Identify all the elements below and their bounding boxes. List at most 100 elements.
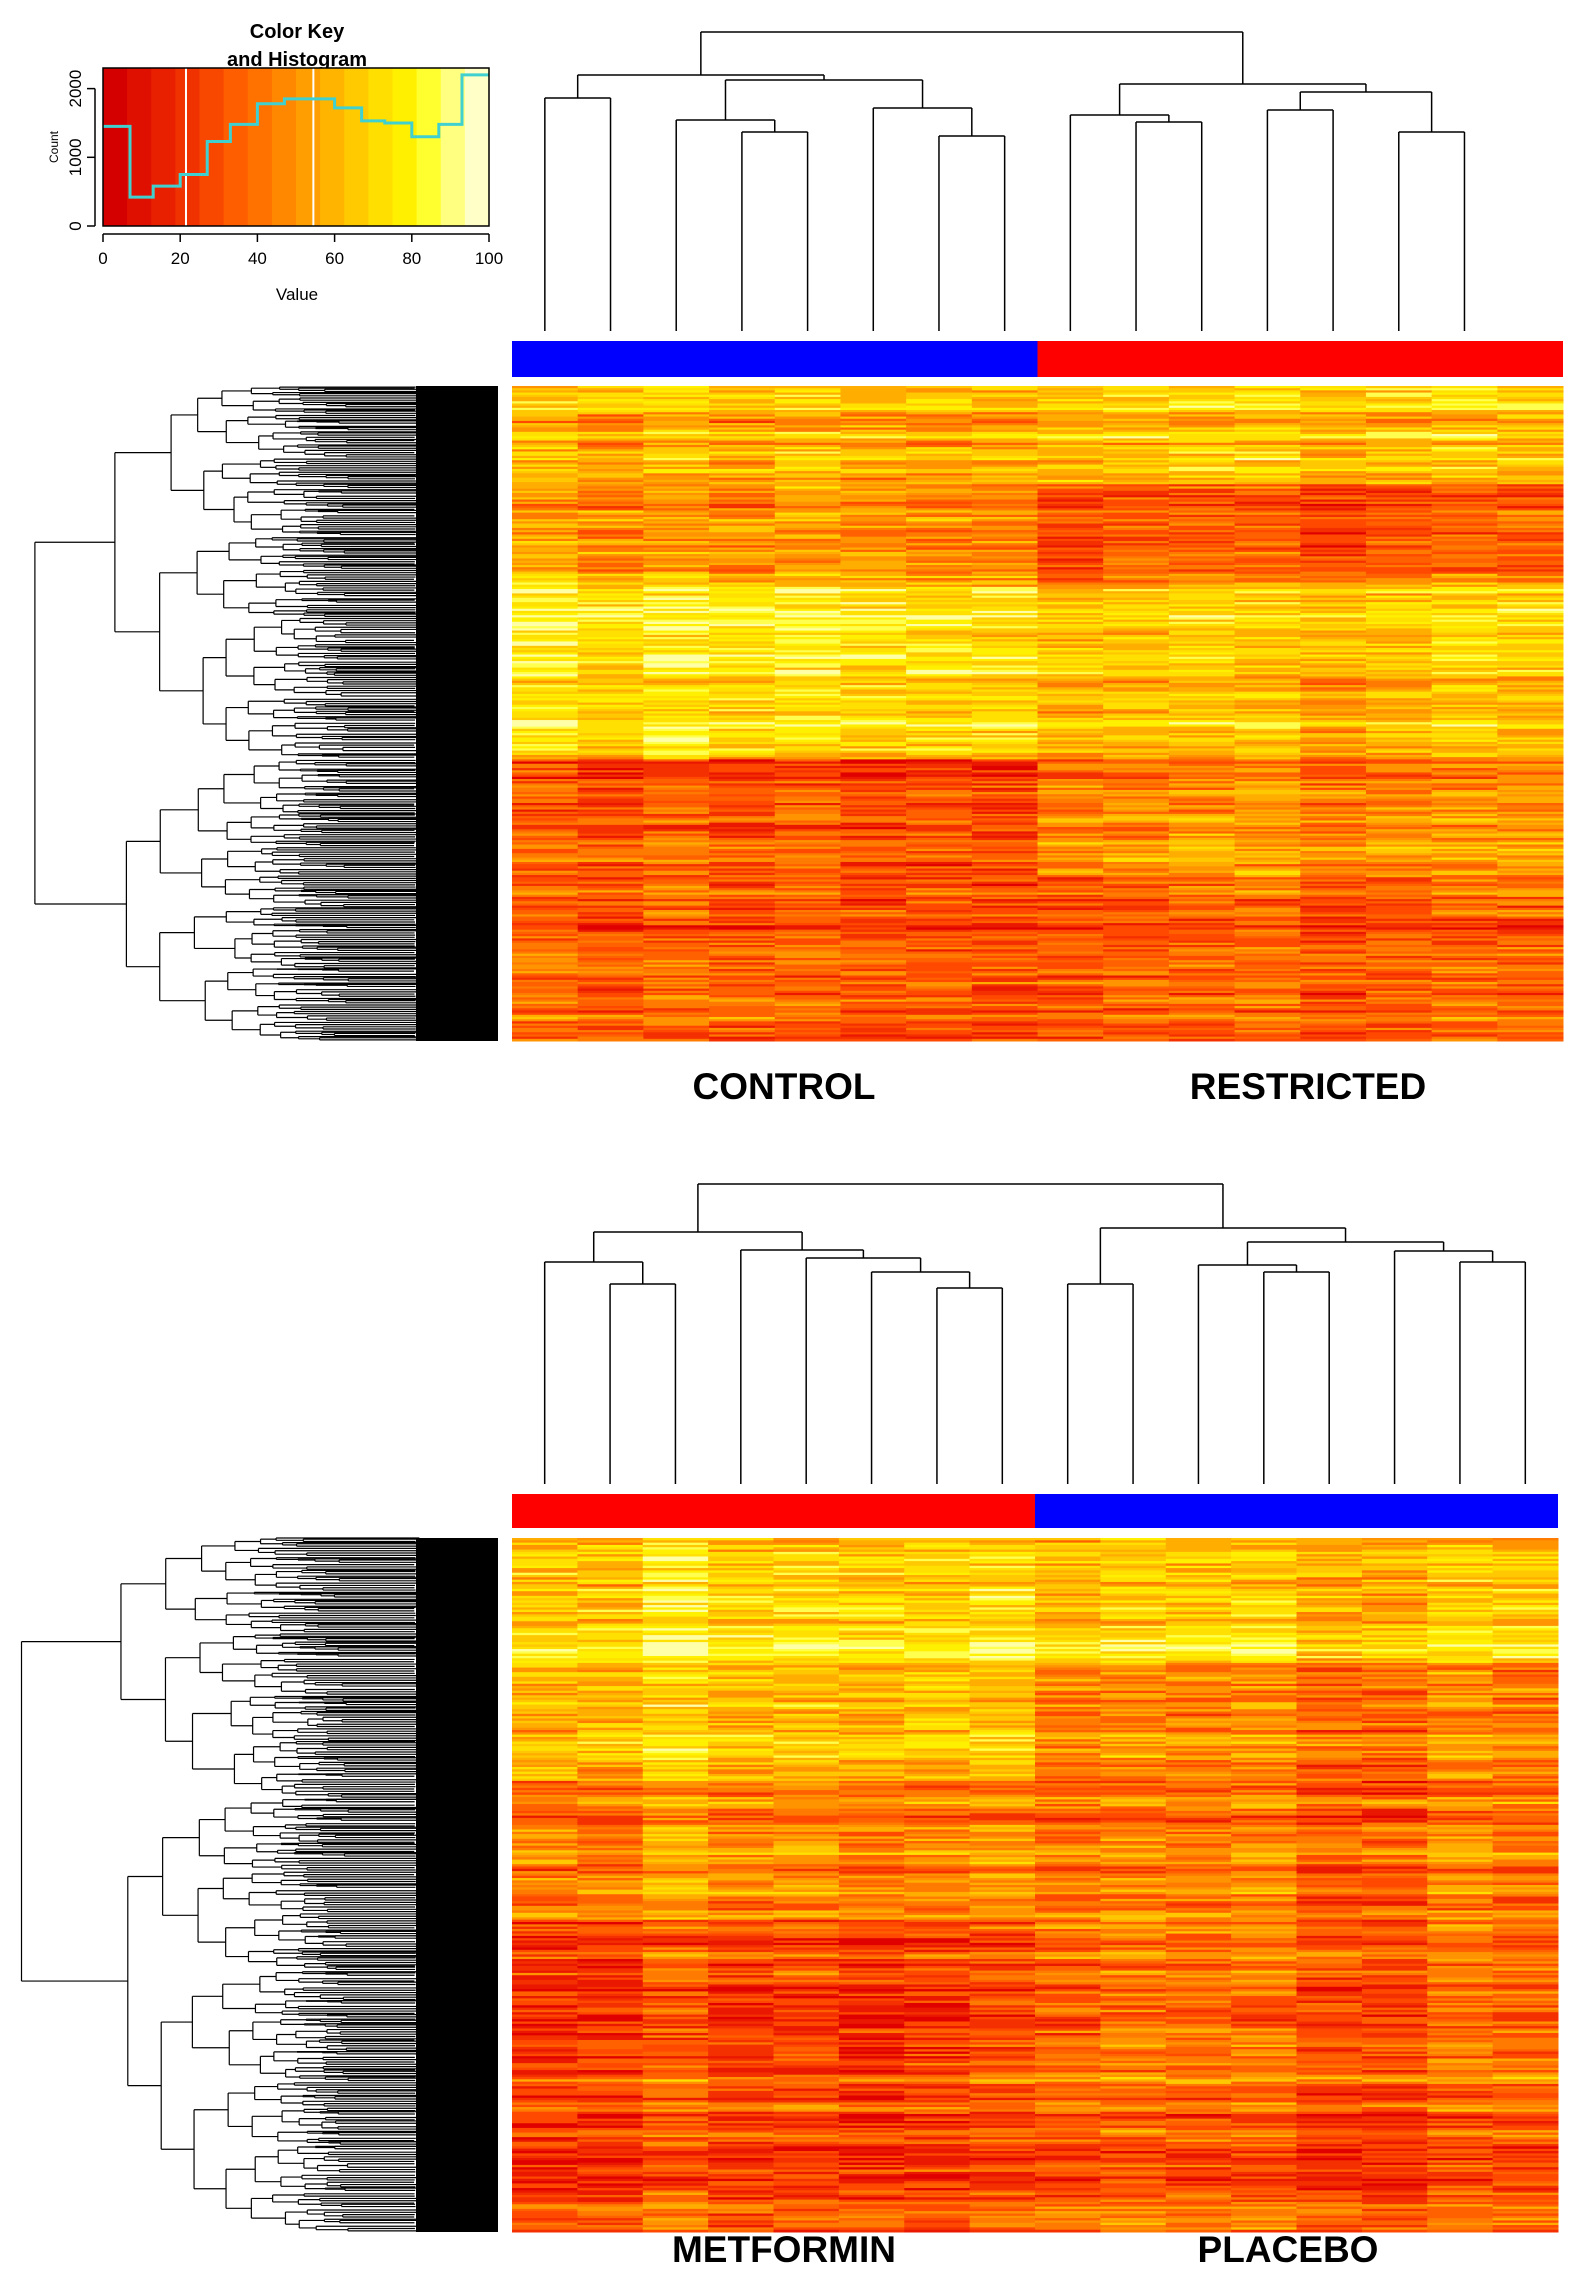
x-tick-label: 40 [248,249,267,268]
heatmap-cell [774,538,841,542]
heatmap-cell [971,689,1038,693]
heatmap-cell [906,739,973,743]
heatmap-cell [577,696,644,699]
heatmap-cell [774,517,841,520]
heatmap-cell [1431,748,1498,752]
heatmap-cell [1037,429,1104,433]
heatmap-cell [1168,414,1236,418]
heatmap-cell [1037,617,1104,621]
heatmap-cell [1497,543,1564,546]
heatmap-cell [906,667,973,671]
heatmap-cell [1300,427,1367,431]
heatmap-cell [1431,560,1498,564]
heatmap-cell [577,746,644,749]
heatmap-cell [1103,763,1170,767]
heatmap-cell [1365,453,1433,457]
heatmap-cell [1365,789,1433,793]
heatmap-cell [1431,503,1498,507]
heatmap-cell [1365,523,1433,527]
heatmap-cell [1431,796,1498,800]
heatmap-cell [643,800,710,804]
heatmap-cell [774,741,841,745]
heatmap-cell [577,434,644,437]
heatmap-cell [1103,506,1170,509]
heatmap-cell [643,678,710,682]
heatmap-cell [1037,613,1104,616]
heatmap-cell [840,554,907,557]
heatmap-cell [1168,667,1236,671]
heatmap-cell [971,750,1038,754]
heatmap-cell [709,541,776,544]
heatmap-cell [709,669,776,673]
heatmap-cell [1497,774,1564,778]
heatmap-cell [1037,706,1104,710]
heatmap-cell [1168,386,1236,389]
heatmap-cell [840,641,907,645]
heatmap-cell [906,390,973,394]
heatmap-cell [1497,733,1564,736]
heatmap-cell [1431,654,1498,658]
heatmap-cell [1037,728,1104,732]
heatmap-cell [1103,388,1170,391]
heatmap-cell [577,523,644,527]
heatmap-cell [1234,442,1301,446]
heatmap-cell [1497,623,1564,627]
heatmap-cell [1431,597,1498,601]
heatmap-cell [577,495,644,498]
heatmap-cell [1168,615,1236,618]
heatmap-cell [774,475,841,479]
heatmap-cell [1365,399,1433,402]
heatmap-cell [1300,477,1367,481]
heatmap-cell [1234,728,1301,732]
heatmap-cell [1037,724,1104,728]
heatmap-cell [512,436,579,439]
heatmap-cell [577,602,644,605]
heatmap-cell [577,604,644,608]
heatmap-cell [643,506,710,509]
heatmap-cell [1234,643,1301,647]
heatmap-cell [1497,460,1564,463]
heatmap-cell [1431,744,1498,747]
heatmap-cell [1168,602,1236,605]
heatmap-cell [1497,680,1564,684]
heatmap-cell [1037,759,1104,763]
heatmap-cell [643,733,710,736]
heatmap-cell [1103,776,1170,780]
heatmap-cell [906,654,973,658]
heatmap-cell [709,741,776,745]
heatmap-cell [1103,632,1170,636]
heatmap-cell [577,744,644,747]
heatmap-cell [1103,643,1170,647]
heatmap-cell [774,654,841,658]
heatmap-cell [709,586,776,590]
heatmap-cell [1168,534,1236,538]
heatmap-cell [1037,637,1104,640]
heatmap-cell [1103,658,1170,662]
heatmap-cell [577,444,644,448]
heatmap-cell [1168,407,1236,411]
heatmap-cell [512,800,579,804]
heatmap-cell [906,541,973,544]
heatmap-cell [577,543,644,546]
heatmap-cell [1168,689,1236,693]
color-key-palette [103,68,490,226]
heatmap-cell [1103,449,1170,452]
heatmap-cell [1365,407,1433,411]
heatmap-cell [1168,733,1236,736]
heatmap-cell [971,434,1038,437]
heatmap-cell [1365,401,1433,404]
heatmap-cell [906,648,973,651]
heatmap-cell [577,460,644,463]
heatmap-cell [577,783,644,787]
heatmap-cell [512,680,579,684]
heatmap-cell [709,554,776,557]
heatmap-cell [1431,765,1498,769]
heatmap-cell [1037,527,1104,531]
heatmap-cell [643,514,710,518]
heatmap-cell [906,765,973,769]
heatmap-cell [1497,536,1564,540]
heatmap-cell [971,626,1038,629]
heatmap-cell [971,711,1038,714]
heatmap-cell [643,770,710,773]
heatmap-cell [643,682,710,686]
